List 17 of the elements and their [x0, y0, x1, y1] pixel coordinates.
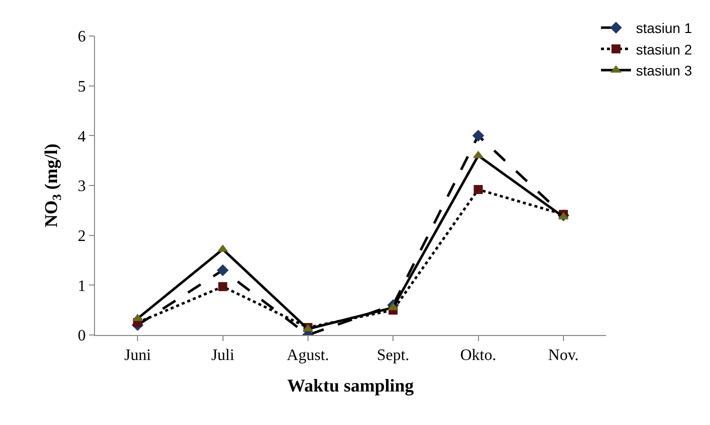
legend-label: stasiun 1	[636, 20, 692, 36]
x-tick-label: Sept.	[376, 347, 410, 364]
y-tick-label: 3	[78, 178, 86, 196]
legend-label: stasiun 2	[636, 41, 692, 58]
x-tick-label: Juni	[124, 347, 152, 364]
x-tick-label: Agust.	[286, 347, 330, 364]
y-tick-label: 1	[78, 278, 86, 295]
x-tick-label: Juli	[211, 347, 235, 364]
x-axis-title: Waktu sampling	[287, 375, 414, 396]
y-tick-label: 4	[78, 128, 86, 146]
y-tick-label: 5	[78, 78, 86, 96]
y-tick-label: 0	[78, 328, 86, 345]
y-tick-label: 2	[78, 228, 86, 245]
x-tick-label: Okto.	[460, 347, 496, 364]
x-tick-label: Nov.	[548, 347, 579, 364]
y-tick-label: 6	[78, 28, 86, 46]
legend-label: stasiun 3	[636, 62, 692, 79]
